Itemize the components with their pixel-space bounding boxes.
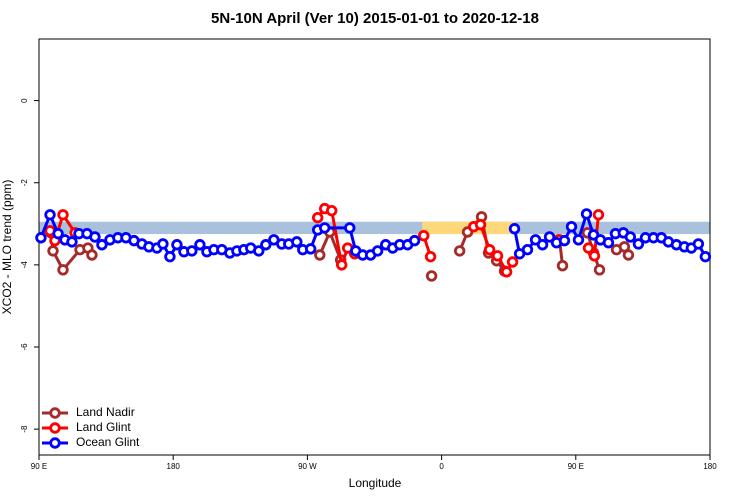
point (474, 218, 487, 231)
point (371, 245, 384, 257)
y-tick-label: 0 (20, 98, 29, 103)
point (624, 231, 637, 243)
point (418, 230, 430, 242)
point (592, 209, 605, 221)
x-tick-label: 180 (703, 462, 717, 471)
y-axis-label: XCO2 - MLO trend (ppm) (0, 180, 14, 315)
legend-marker (49, 422, 61, 434)
y-tick-label: -6 (20, 343, 29, 351)
point (582, 242, 595, 254)
point (699, 250, 712, 263)
point (572, 234, 585, 246)
point (632, 238, 645, 250)
x-tick-label: 90 E (31, 462, 47, 471)
point (186, 245, 198, 257)
point (521, 243, 534, 256)
point (253, 245, 265, 257)
point (408, 234, 421, 247)
point (44, 209, 56, 221)
chart-title: 5N-10N April (Ver 10) 2015-01-01 to 2020… (211, 10, 539, 27)
point (425, 270, 438, 282)
point (508, 223, 521, 235)
point (304, 243, 317, 255)
point (558, 234, 571, 247)
point (565, 220, 578, 233)
point (692, 238, 705, 250)
point (164, 250, 176, 263)
point (483, 243, 496, 256)
point (536, 239, 549, 251)
point (622, 249, 635, 261)
legend-label: Land Glint (76, 420, 131, 434)
point (96, 239, 108, 251)
point (89, 231, 101, 243)
point (500, 266, 513, 278)
point (35, 232, 47, 244)
band (39, 221, 710, 235)
point (326, 204, 338, 217)
legend-label: Ocean Glint (76, 435, 140, 449)
point (335, 259, 348, 271)
point (580, 208, 593, 220)
point (52, 227, 64, 240)
x-axis-label: Longitude (349, 476, 402, 490)
point (593, 264, 606, 276)
point (588, 250, 601, 262)
point (491, 250, 504, 262)
point (424, 250, 437, 263)
x-tick-label: 90 E (568, 462, 584, 471)
point (57, 264, 69, 276)
y-tick-label: -2 (20, 179, 29, 187)
point (194, 239, 206, 251)
point (66, 236, 78, 248)
point (171, 239, 183, 251)
legend-marker (49, 407, 61, 419)
point (314, 249, 326, 261)
legend-marker (49, 437, 61, 449)
x-tick-label: 90 W (298, 462, 317, 471)
plot-frame (38, 38, 711, 456)
point (453, 245, 466, 257)
point (311, 211, 324, 224)
series-line (48, 206, 600, 275)
y-tick-label: -4 (20, 261, 29, 269)
point (543, 231, 556, 243)
point (318, 222, 331, 234)
x-tick-label: 180 (167, 462, 181, 471)
point (157, 238, 169, 250)
point (57, 209, 69, 221)
point (602, 236, 615, 249)
point (291, 236, 303, 248)
point (344, 222, 356, 234)
legend-label: Land Nadir (76, 405, 135, 419)
point (47, 245, 59, 257)
point (260, 239, 272, 251)
point (556, 259, 569, 272)
point (86, 249, 98, 261)
point (506, 256, 519, 268)
y-tick-label: -8 (20, 425, 29, 433)
x-tick-label: 0 (439, 462, 444, 471)
